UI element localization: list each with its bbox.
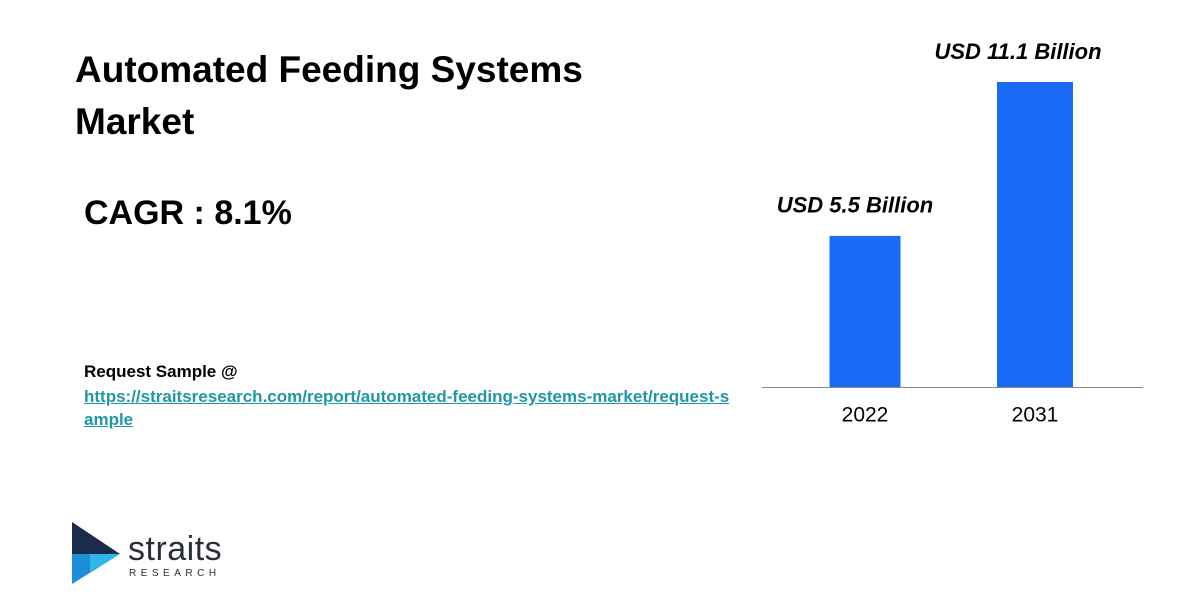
page-title: Automated Feeding Systems Market xyxy=(75,49,583,142)
bar xyxy=(829,235,901,387)
value-label: USD 11.1 Billion xyxy=(934,39,1101,64)
request-label: Request Sample @ xyxy=(84,362,238,381)
value-label: USD 5.5 Billion xyxy=(777,193,933,218)
bar xyxy=(997,82,1073,387)
logo-name: straits xyxy=(128,530,223,568)
logo-icon xyxy=(72,522,120,584)
x-tick-label: 2022 xyxy=(842,404,889,427)
logo-tagline: RESEARCH xyxy=(129,568,221,579)
cagr: CAGR : 8.1% xyxy=(84,194,292,232)
x-tick-label: 2031 xyxy=(1012,404,1059,427)
request-link[interactable]: https://straitsresearch.com/report/autom… xyxy=(84,387,730,429)
